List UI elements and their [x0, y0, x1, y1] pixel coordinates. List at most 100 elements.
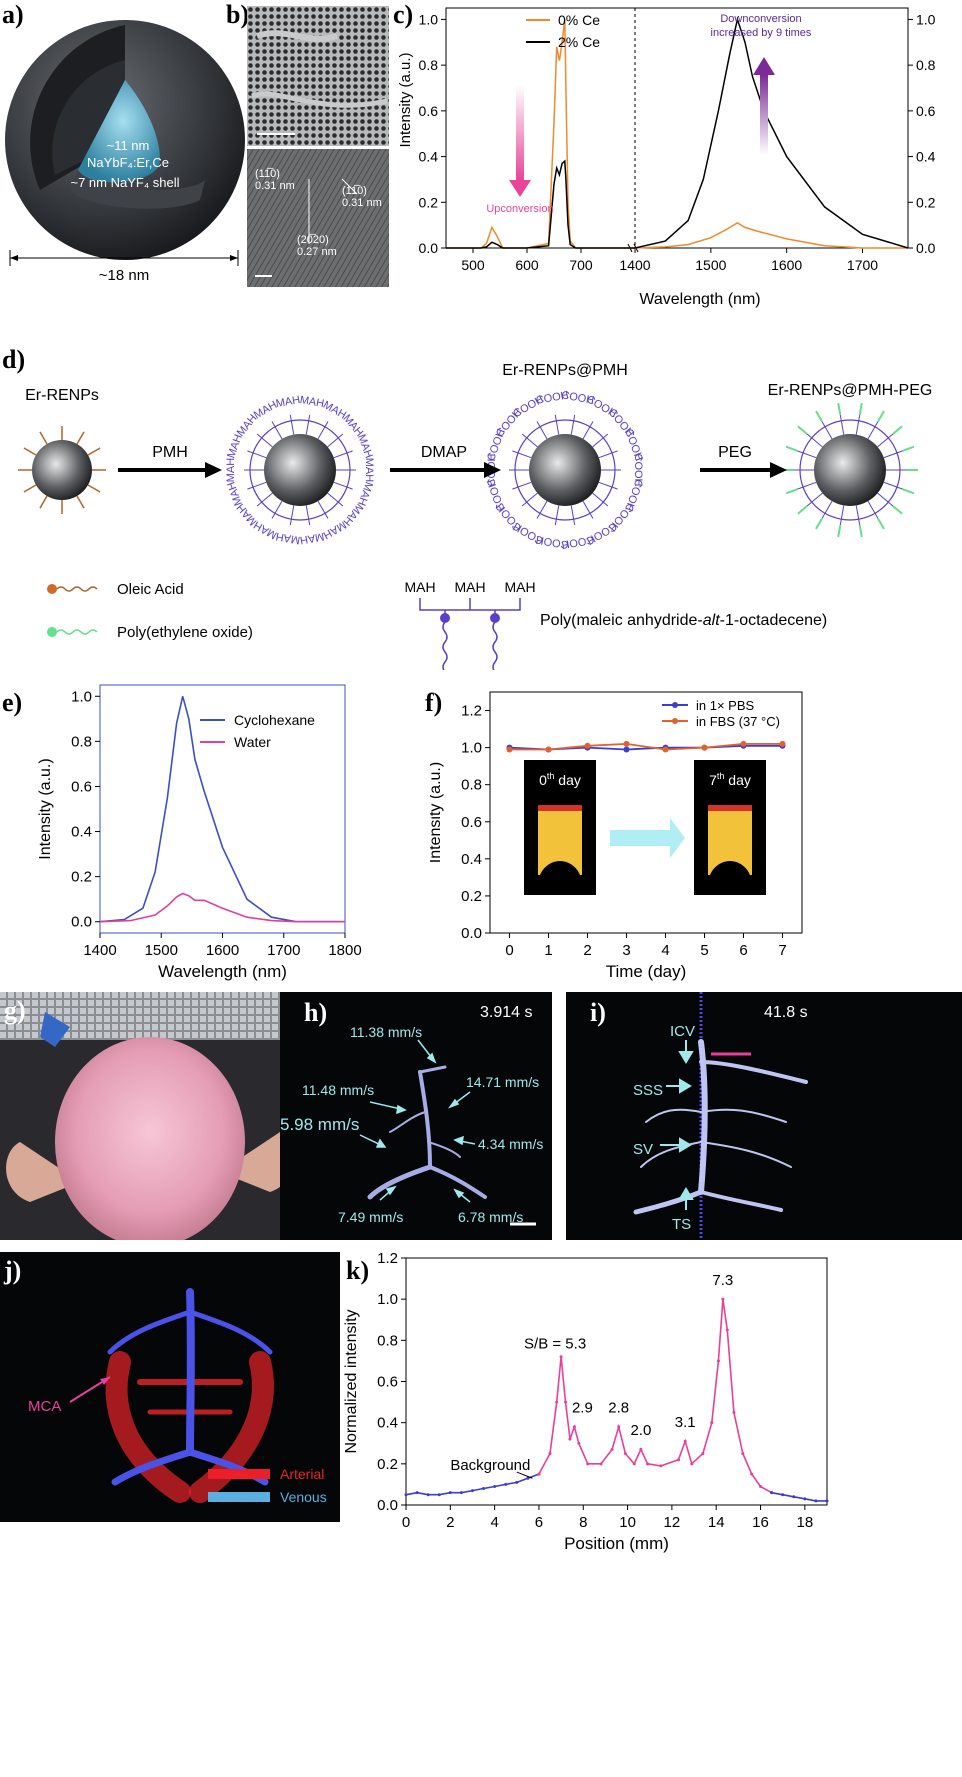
image-h	[280, 992, 552, 1240]
tick-label-x: 1600	[206, 942, 239, 959]
polymer-chain	[570, 505, 576, 526]
series-line-1	[99, 892, 345, 923]
tick-label-y: 1.2	[377, 1250, 398, 1267]
peg-chain	[892, 425, 903, 435]
data-point	[506, 746, 513, 753]
vial-rim	[708, 805, 752, 811]
polymer-chain	[598, 481, 618, 490]
data-point	[459, 1491, 463, 1495]
cooh-group: COOH	[535, 533, 570, 551]
tick-label-y: 0.4	[461, 851, 482, 868]
data-point	[701, 1452, 705, 1456]
polymer-chain	[570, 414, 576, 435]
tick-label-x: 16	[752, 1514, 769, 1531]
i-arrows	[660, 1040, 694, 1210]
polymer-chain	[289, 414, 295, 435]
tick-label-x: 1500	[145, 942, 178, 959]
data-point	[404, 1493, 408, 1497]
data-point	[701, 744, 708, 751]
tick-label-x: 2	[583, 942, 591, 959]
peak-label: 2.0	[630, 1422, 651, 1439]
polymer-name: Poly(maleic anhydride-alt-1-octadecene)	[540, 612, 827, 629]
polymer-chain	[512, 481, 532, 490]
y-axis-label: Normalized intensity	[343, 1309, 360, 1453]
peg-chain	[877, 410, 885, 423]
chart-e: 0.0 0.2 0.4 0.6 0.8 1.0 1400 1500 1600 1700 1800 In…	[37, 684, 362, 981]
polymer-chain	[797, 481, 817, 490]
data-point	[470, 1489, 474, 1493]
h-speed-1: 11.48 mm/s	[302, 1082, 375, 1098]
polymer-name-pre: Poly(maleic anhydride-	[540, 612, 703, 629]
spacing-1: 0.31 nm	[255, 180, 295, 192]
mah-group: MAH	[299, 394, 325, 410]
data-point	[814, 1499, 818, 1503]
tick-label-x: 600	[515, 257, 539, 273]
polymer-chain	[333, 450, 353, 459]
x-axis-label: Wavelength (nm)	[158, 962, 287, 981]
vial-day-word: day	[724, 772, 750, 788]
oleic-acid-legend: Oleic Acid	[117, 581, 184, 598]
er-pmh-label: Er-RENPs@PMH	[502, 362, 628, 379]
data-point	[493, 1484, 497, 1488]
data-point	[568, 1437, 572, 1441]
tick-label-x: 1800	[328, 942, 361, 959]
core-size-text: ~11 nm	[107, 138, 150, 153]
data-point	[825, 1499, 829, 1503]
tick-label-y-right: 0.0	[916, 240, 936, 256]
background-label: Background	[450, 1457, 530, 1474]
polymer-chain	[582, 421, 594, 440]
tick-label-x: 1	[544, 942, 552, 959]
tick-label-x: 1600	[771, 257, 802, 273]
tick-label-x: 1400	[83, 942, 116, 959]
chart-k: 0.0 0.2 0.4 0.6 0.8 1.0 1.2 0 2 4 6 8 10 12 14 16 18 Norm…	[343, 1250, 829, 1553]
panel-h-label: h)	[304, 998, 328, 1027]
tick-label-y: 1.0	[419, 11, 439, 27]
image-i	[566, 992, 962, 1240]
polymer-mah-1: MAH	[404, 579, 435, 595]
peo-legend: Poly(ethylene oxide)	[117, 624, 253, 641]
tick-label-x: 5	[700, 942, 708, 959]
tick-label-x: 7	[778, 942, 786, 959]
tick-label-y-right: 0.6	[916, 103, 936, 119]
data-point	[623, 1452, 627, 1456]
polymer-chain	[305, 505, 311, 526]
miller-index-2: (11̅0)	[342, 185, 367, 197]
sb-ratio: S/B = 5.3	[524, 1336, 586, 1353]
tick-label-y: 0.0	[71, 914, 92, 931]
data-point	[555, 1400, 559, 1404]
data-point	[750, 1472, 754, 1476]
polymer-chain	[839, 414, 845, 435]
data-point	[564, 1400, 568, 1404]
panel-b-label: b)	[226, 0, 250, 29]
h-speed-2: 14.71 mm/s	[466, 1074, 540, 1090]
polymer-chain	[821, 421, 833, 440]
polymer-chain	[536, 421, 548, 440]
tick-label-x: 500	[461, 257, 485, 273]
data-point	[559, 1355, 563, 1359]
tick-label-x: 6	[739, 942, 747, 959]
synthesis-scheme: Er-RENPs Er-RENPs@PMH Er-RENPs@PMH-PEG M…	[18, 362, 932, 670]
peg-chain	[902, 488, 915, 495]
legend-marker	[672, 718, 678, 724]
tick-label-y-right: 0.8	[916, 57, 936, 73]
x-axis-label: Position (mm)	[564, 1534, 669, 1553]
data-point	[759, 1484, 763, 1488]
data-point	[683, 1439, 687, 1443]
peak-label: 2.8	[608, 1400, 629, 1417]
polymer-chain	[806, 492, 823, 507]
data-point	[779, 740, 786, 747]
polymer-chain	[797, 450, 817, 459]
panel-k-label: k)	[346, 1256, 370, 1285]
j-mca: MCA	[28, 1398, 62, 1415]
data-point	[572, 1425, 576, 1429]
ligand	[23, 447, 37, 456]
polymer-chain	[598, 450, 618, 459]
data-point	[548, 1452, 552, 1456]
tick-label-x: 1700	[267, 942, 300, 959]
cooh-group: COOH	[535, 389, 570, 407]
vial-day-label: 0th day	[539, 771, 581, 788]
data-point	[781, 1493, 785, 1497]
ligand	[87, 484, 101, 493]
panel-e-label: e)	[2, 688, 23, 717]
data-point	[577, 1441, 581, 1445]
